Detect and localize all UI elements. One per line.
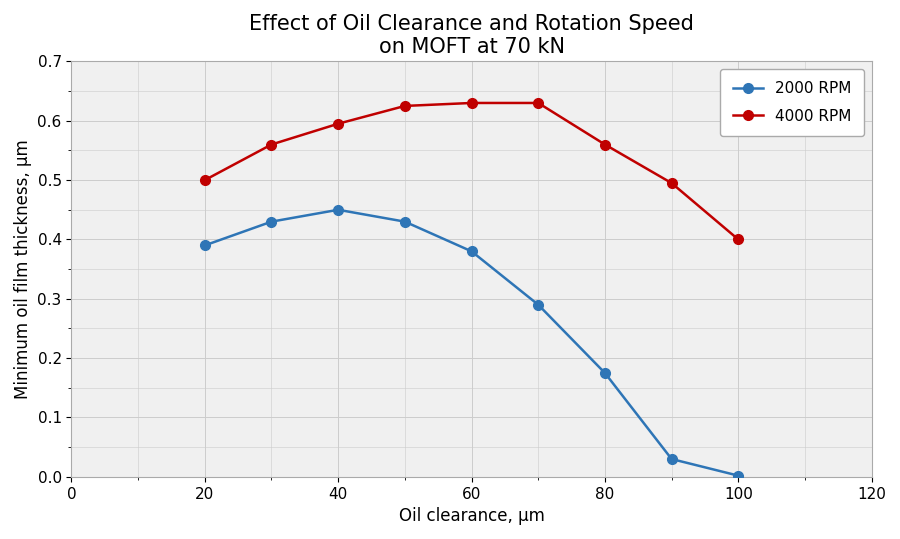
2000 RPM [466,248,477,254]
2000 RPM [599,370,610,376]
4000 RPM [733,236,743,243]
2000 RPM [333,206,344,213]
4000 RPM [266,141,277,148]
2000 RPM [266,218,277,225]
Title: Effect of Oil Clearance and Rotation Speed
on MOFT at 70 kN: Effect of Oil Clearance and Rotation Spe… [249,14,694,57]
2000 RPM [733,472,743,479]
Legend: 2000 RPM, 4000 RPM: 2000 RPM, 4000 RPM [720,69,864,136]
Line: 4000 RPM: 4000 RPM [200,98,743,244]
4000 RPM [533,100,544,106]
Line: 2000 RPM: 2000 RPM [200,205,743,480]
4000 RPM [599,141,610,148]
4000 RPM [333,121,344,127]
2000 RPM [400,218,410,225]
2000 RPM [200,242,211,248]
Y-axis label: Minimum oil film thickness, μm: Minimum oil film thickness, μm [14,139,32,399]
4000 RPM [466,100,477,106]
2000 RPM [533,301,544,308]
4000 RPM [666,180,677,186]
2000 RPM [666,456,677,462]
4000 RPM [200,177,211,183]
4000 RPM [400,103,410,109]
X-axis label: Oil clearance, μm: Oil clearance, μm [399,507,544,525]
